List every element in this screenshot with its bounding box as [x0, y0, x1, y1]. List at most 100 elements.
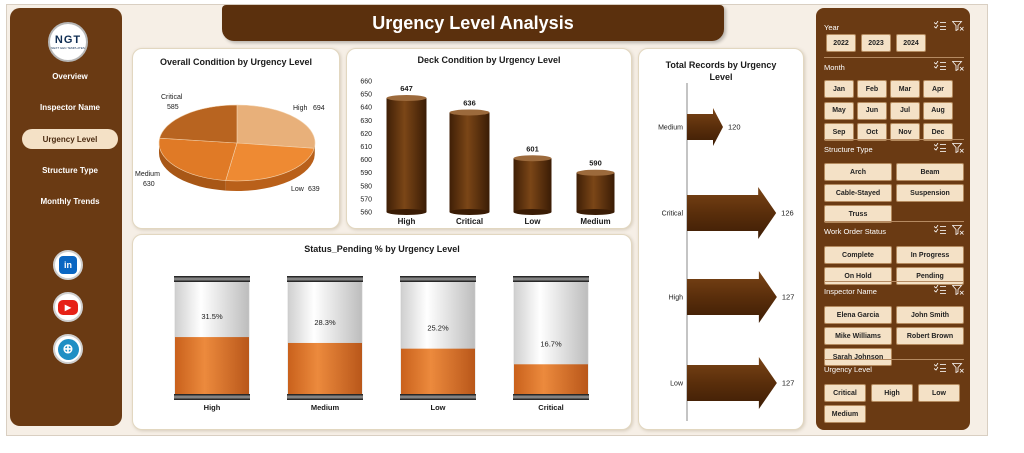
- pending-category-label: Low: [431, 403, 446, 412]
- clear-filter-icon[interactable]: [952, 225, 964, 235]
- slicer-month-option-jan[interactable]: Jan: [824, 80, 854, 98]
- records-arrow-critical[interactable]: [687, 187, 777, 239]
- slicer-icons: [934, 21, 964, 31]
- pending-cylinder-chart: 31.5% High 28.3% Medium 25.2% Low 16.7% Critica…: [174, 276, 589, 412]
- clear-filter-icon[interactable]: [952, 363, 964, 373]
- records-value-label: 126: [781, 209, 794, 218]
- nav-item-monthly-trends[interactable]: Monthly Trends: [40, 196, 100, 206]
- pending-value-label: 31.5%: [201, 312, 223, 321]
- deck-bar-base-high: [386, 209, 427, 215]
- slicer-month-option-aug[interactable]: Aug: [923, 101, 953, 120]
- web-button[interactable]: ⊕: [53, 334, 83, 364]
- slicer-month-option-oct[interactable]: Oct: [857, 123, 887, 141]
- youtube-icon: ▶: [58, 299, 78, 315]
- multi-select-icon[interactable]: [934, 285, 946, 294]
- pending-category-label: High: [204, 403, 221, 412]
- slicer-title-workorder: Work Order Status: [824, 226, 886, 236]
- slicer-month-option-dec[interactable]: Dec: [923, 123, 953, 141]
- slicer-icons: [934, 61, 964, 71]
- slicer-header-year: Year: [824, 20, 964, 34]
- slicer-urgency-option-medium[interactable]: Medium: [824, 405, 866, 423]
- slicer-structure-option-arch[interactable]: Arch: [824, 163, 892, 181]
- slicer-workorder-option-pending[interactable]: Pending: [896, 267, 964, 285]
- deck-bar-low[interactable]: [513, 158, 552, 212]
- slicer-month-option-nov[interactable]: Nov: [890, 123, 920, 141]
- records-arrow-medium[interactable]: [687, 108, 723, 146]
- deck-bar-critical[interactable]: [449, 112, 490, 212]
- slicer-month-option-feb[interactable]: Feb: [857, 80, 887, 98]
- deck-bar-medium[interactable]: [576, 172, 615, 212]
- multi-select-icon[interactable]: [934, 143, 946, 152]
- slicer-urgency-option-low[interactable]: Low: [918, 384, 960, 402]
- slicer-header-month: Month: [824, 60, 964, 74]
- linkedin-button[interactable]: in: [53, 250, 83, 280]
- slicer-structure-option-suspension[interactable]: Suspension: [896, 184, 964, 202]
- deck-bar-top-critical: [449, 109, 490, 116]
- slicer-inspector-option-sarah-johnson[interactable]: Sarah Johnson: [824, 348, 892, 366]
- nav-item-urgency-level[interactable]: Urgency Level: [22, 129, 118, 149]
- pending-fill-high[interactable]: [175, 337, 249, 395]
- slicer-year-option-2022[interactable]: 2022: [826, 34, 856, 52]
- nav-item-overview[interactable]: Overview: [52, 71, 88, 81]
- records-arrow-high[interactable]: [687, 271, 777, 323]
- nav-item-inspector-name[interactable]: Inspector Name: [39, 102, 101, 112]
- slicer-month-option-may[interactable]: May: [824, 101, 854, 120]
- slicer-divider: [824, 281, 964, 282]
- pending-cap-bottom-low: [400, 394, 476, 400]
- pending-category-label: Critical: [538, 403, 563, 412]
- multi-select-icon[interactable]: [934, 363, 946, 372]
- slicer-year-option-2023[interactable]: 2023: [861, 34, 891, 52]
- slicer-divider: [824, 221, 964, 222]
- pending-cap-top-low: [400, 276, 476, 282]
- deck-y-tick: 580: [360, 183, 372, 190]
- youtube-button[interactable]: ▶: [53, 292, 83, 322]
- slicer-urgency-option-high[interactable]: High: [871, 384, 913, 402]
- deck-bar-high[interactable]: [386, 98, 427, 212]
- deck-y-tick: 650: [360, 92, 372, 99]
- clear-filter-icon[interactable]: [952, 285, 964, 295]
- pending-fill-low[interactable]: [401, 348, 475, 395]
- multi-select-icon[interactable]: [934, 225, 946, 234]
- clear-filter-icon[interactable]: [952, 21, 964, 31]
- multi-select-icon[interactable]: [934, 61, 946, 70]
- slicer-inspector-option-elena-garcia[interactable]: Elena Garcia: [824, 306, 892, 324]
- slicer-structure-option-beam[interactable]: Beam: [896, 163, 964, 181]
- slicer-month-option-jul[interactable]: Jul: [890, 101, 920, 120]
- slicer-inspector-option-robert-brown[interactable]: Robert Brown: [896, 327, 964, 345]
- pie-slice-low[interactable]: [225, 142, 315, 182]
- slicer-inspector-option-mike-williams[interactable]: Mike Williams: [824, 327, 892, 345]
- pending-fill-critical[interactable]: [514, 364, 588, 395]
- slicer-inspector-option-john-smith[interactable]: John Smith: [896, 306, 964, 324]
- slicer-month-option-sep[interactable]: Sep: [824, 123, 854, 141]
- logo-text: NGT: [54, 33, 82, 46]
- records-arrow-low[interactable]: [687, 357, 777, 409]
- pending-fill-medium[interactable]: [288, 342, 362, 395]
- slicer-workorder-option-in-progress[interactable]: In Progress: [896, 246, 964, 264]
- deck-y-tick: 560: [360, 210, 372, 217]
- deck-bar-chart: 560 570 580 590 600 610 620 630 640 650 660 647 High…: [360, 79, 615, 226]
- deck-value-label: 590: [589, 159, 602, 168]
- deck-bar-top-high: [386, 95, 427, 102]
- clear-filter-icon[interactable]: [952, 143, 964, 153]
- slicer-structure-option-truss[interactable]: Truss: [824, 205, 892, 223]
- slicer-month-option-mar[interactable]: Mar: [890, 80, 920, 98]
- multi-select-icon[interactable]: [934, 21, 946, 30]
- pie-label-medium-value: 630: [143, 181, 155, 188]
- nav-item-structure-type[interactable]: Structure Type: [42, 165, 98, 175]
- slicer-structure-option-cable-stayed[interactable]: Cable-Stayed: [824, 184, 892, 202]
- slicer-urgency-option-critical[interactable]: Critical: [824, 384, 866, 402]
- deck-value-label: 601: [526, 144, 539, 153]
- pending-cap-bottom-high: [174, 394, 250, 400]
- pie-slice-medium[interactable]: [158, 137, 238, 181]
- slicer-workorder-option-complete[interactable]: Complete: [824, 246, 892, 264]
- clear-filter-icon[interactable]: [952, 61, 964, 71]
- slicer-workorder-option-on-hold[interactable]: On Hold: [824, 267, 892, 285]
- records-value-label: 127: [782, 379, 795, 388]
- deck-chart-title: Deck Condition by Urgency Level: [417, 55, 561, 65]
- slicer-month-option-apr[interactable]: Apr: [923, 80, 953, 98]
- slicer-month-option-jun[interactable]: Jun: [857, 101, 887, 120]
- pie-slice-critical[interactable]: [159, 104, 238, 144]
- slicer-year-option-2024[interactable]: 2024: [896, 34, 926, 52]
- deck-y-tick: 570: [360, 196, 372, 203]
- pie-slice-high[interactable]: [236, 104, 316, 149]
